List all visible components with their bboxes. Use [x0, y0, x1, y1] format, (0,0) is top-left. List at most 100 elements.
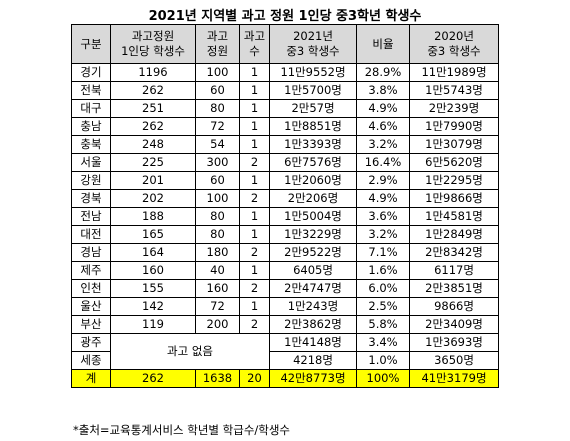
value-cell: 1 [239, 63, 270, 82]
region-cell: 대전 [71, 225, 111, 244]
table-row: 전남 188 80 1 1만5004명 3.6% 1만4581명 [71, 207, 499, 226]
region-cell: 울산 [71, 297, 111, 316]
value-cell: 164 [110, 243, 196, 262]
no-school-note-cell: 과고 없음 [110, 333, 270, 370]
value-cell: 2만3851명 [409, 279, 499, 298]
region-cell: 강원 [71, 171, 111, 190]
value-cell: 1만3079명 [409, 135, 499, 154]
value-cell: 2 [239, 279, 270, 298]
value-cell: 4.9% [356, 189, 410, 208]
table-row: 대구 251 80 1 2만57명 4.9% 2만239명 [71, 99, 499, 118]
value-cell: 5.8% [356, 315, 410, 334]
value-cell: 1 [239, 99, 270, 118]
value-cell: 1.6% [356, 261, 410, 280]
region-stats-table: 구분 과고정원 1인당 학생수 과고 정원 과고 수 2021년 중3 학생수 비율 2020년 중3… [71, 24, 499, 388]
table-title: 2021년 지역별 과고 정원 1인당 중3학년 학생수 [148, 9, 422, 24]
value-cell: 1만7990명 [409, 117, 499, 136]
column-header-line: 2020년 [434, 29, 474, 43]
region-cell: 경기 [71, 63, 111, 82]
value-cell: 100 [195, 63, 240, 82]
value-cell: 3.2% [356, 135, 410, 154]
value-cell: 72 [195, 297, 240, 316]
value-cell: 100 [195, 189, 240, 208]
value-cell: 2 [239, 243, 270, 262]
column-header: 과고 수 [239, 24, 270, 64]
value-cell: 3650명 [409, 351, 499, 370]
value-cell: 2만3862명 [269, 315, 357, 334]
source-footnote: *출처=교육통계서비스 학년별 학급수/학생수 [73, 423, 291, 437]
value-cell: 2.5% [356, 297, 410, 316]
value-cell: 201 [110, 171, 196, 190]
value-cell: 1 [239, 117, 270, 136]
value-cell: 9866명 [409, 297, 499, 316]
column-header: 2021년 중3 학생수 [269, 24, 357, 64]
region-cell: 인천 [71, 279, 111, 298]
value-cell: 1만5004명 [269, 207, 357, 226]
region-cell: 광주 [71, 333, 111, 352]
value-cell: 11만1989명 [409, 63, 499, 82]
value-cell: 4.6% [356, 117, 410, 136]
column-header-line: 구분 [80, 36, 102, 51]
value-cell: 6405명 [269, 261, 357, 280]
table-row: 충북 248 54 1 1만3393명 3.2% 1만3079명 [71, 135, 499, 154]
table-row: 부산 119 200 2 2만3862명 5.8% 2만3409명 [71, 315, 499, 334]
value-cell: 2만206명 [269, 189, 357, 208]
value-cell: 2.9% [356, 171, 410, 190]
value-cell: 180 [195, 243, 240, 262]
region-cell: 전북 [71, 81, 111, 100]
column-header-line: 중3 학생수 [427, 44, 481, 58]
column-header-line: 수 [249, 44, 260, 58]
value-cell: 6만5620명 [409, 153, 499, 172]
value-cell: 4218명 [269, 351, 357, 370]
column-header-line: 과고 [243, 29, 266, 43]
column-header-line: 과고정원 [131, 29, 175, 43]
table-row: 강원 201 60 1 1만2060명 2.9% 1만2295명 [71, 171, 499, 190]
value-cell: 2 [239, 153, 270, 172]
value-cell: 165 [110, 225, 196, 244]
value-cell: 1만8851명 [269, 117, 357, 136]
value-cell: 1 [239, 225, 270, 244]
value-cell: 1만243명 [269, 297, 357, 316]
total-value-cell: 42만8773명 [269, 369, 357, 388]
value-cell: 80 [195, 99, 240, 118]
value-cell: 1만9866명 [409, 189, 499, 208]
value-cell: 6.0% [356, 279, 410, 298]
region-cell: 경북 [71, 189, 111, 208]
table-row: 충남 262 72 1 1만8851명 4.6% 1만7990명 [71, 117, 499, 136]
value-cell: 7.1% [356, 243, 410, 262]
value-cell: 6만7576명 [269, 153, 357, 172]
value-cell: 1 [239, 171, 270, 190]
value-cell: 1만3693명 [409, 333, 499, 352]
value-cell: 188 [110, 207, 196, 226]
value-cell: 200 [195, 315, 240, 334]
column-header-line: 과고 [206, 29, 229, 43]
value-cell: 28.9% [356, 63, 410, 82]
value-cell: 1만2849명 [409, 225, 499, 244]
table-row: 울산 142 72 1 1만243명 2.5% 9866명 [71, 297, 499, 316]
value-cell: 1만4148명 [269, 333, 357, 352]
value-cell: 2만239명 [409, 99, 499, 118]
value-cell: 3.6% [356, 207, 410, 226]
value-cell: 1 [239, 81, 270, 100]
table-row: 대전 165 80 1 1만3229명 3.2% 1만2849명 [71, 225, 499, 244]
value-cell: 6117명 [409, 261, 499, 280]
value-cell: 3.4% [356, 333, 410, 352]
value-cell: 1.0% [356, 351, 410, 370]
value-cell: 54 [195, 135, 240, 154]
table-row: 경기 1196 100 1 11만9552명 28.9% 11만1989명 [71, 63, 499, 82]
column-header: 과고 정원 [195, 24, 240, 64]
value-cell: 1만5700명 [269, 81, 357, 100]
column-header: 과고정원 1인당 학생수 [110, 24, 196, 64]
region-cell: 세종 [71, 351, 111, 370]
value-cell: 60 [195, 81, 240, 100]
value-cell: 1 [239, 207, 270, 226]
column-header: 구분 [71, 24, 111, 64]
value-cell: 2 [239, 315, 270, 334]
value-cell: 40 [195, 261, 240, 280]
value-cell: 3.2% [356, 225, 410, 244]
table-row: 전북 262 60 1 1만5700명 3.8% 1만5743명 [71, 81, 499, 100]
column-header-line: 2021년 [293, 29, 333, 43]
value-cell: 4.9% [356, 99, 410, 118]
region-cell: 전남 [71, 207, 111, 226]
column-header-line: 정원 [206, 44, 229, 58]
